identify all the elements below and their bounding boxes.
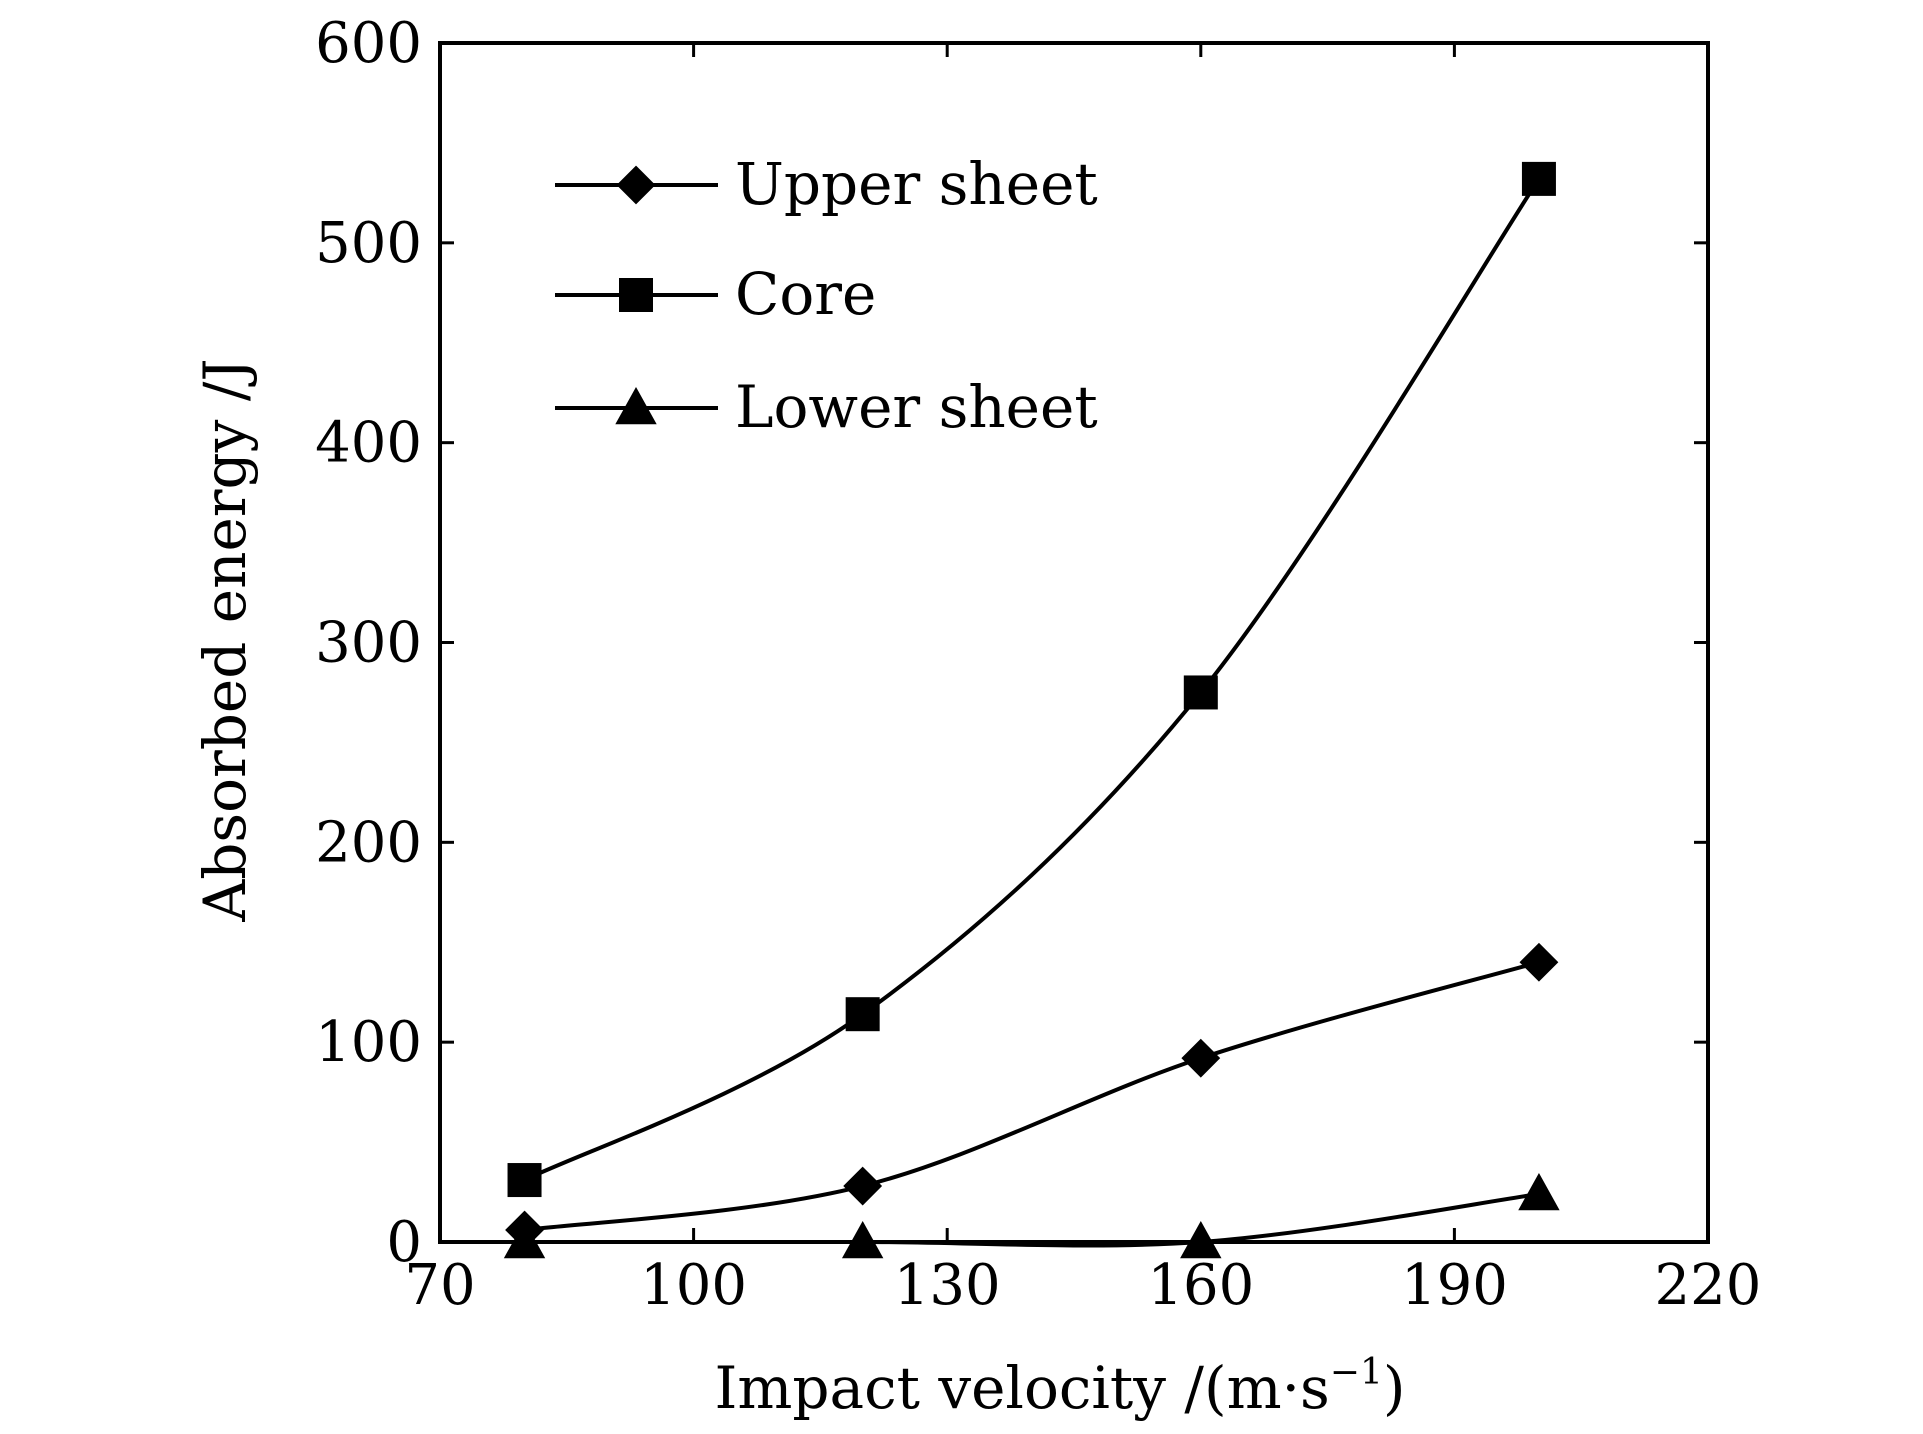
data-point-square — [845, 997, 880, 1032]
series-line — [524, 960, 1540, 1232]
x-axis-title-main: Impact velocity /(m·s — [714, 1354, 1329, 1422]
legend: Upper sheet Core Lower sheet — [555, 150, 1098, 441]
x-tick-label: 130 — [894, 1253, 1001, 1318]
legend-marker-square — [619, 278, 653, 312]
y-tick-label: 100 — [315, 1010, 422, 1075]
y-axis-title: Absorbed energy /J — [191, 358, 259, 922]
legend-label: Upper sheet — [735, 150, 1098, 218]
data-point-diamond — [1181, 1038, 1221, 1078]
data-point-square — [1183, 675, 1218, 710]
series-line — [524, 1192, 1540, 1248]
legend-marker-triangle — [615, 386, 657, 425]
legend-entry: Upper sheet — [555, 150, 1098, 218]
x-axis-title-superscript: −1 — [1330, 1352, 1383, 1393]
series-line — [523, 177, 1541, 1182]
data-point-square — [507, 1163, 542, 1198]
y-tick-label: 0 — [386, 1210, 422, 1275]
series-diamond — [505, 942, 1559, 1250]
x-tick-label: 100 — [640, 1253, 747, 1318]
y-tick-label: 600 — [315, 11, 422, 76]
x-tick-label: 160 — [1147, 1253, 1254, 1318]
data-point-diamond — [1519, 942, 1559, 982]
y-tick-label: 400 — [315, 411, 422, 476]
legend-label: Lower sheet — [735, 373, 1098, 441]
series-layer — [503, 161, 1560, 1259]
y-tick-label: 500 — [315, 211, 422, 276]
data-point-diamond — [843, 1166, 883, 1206]
x-tick-label: 190 — [1401, 1253, 1508, 1318]
x-axis-title-suffix: ) — [1383, 1354, 1406, 1422]
legend-entry: Lower sheet — [555, 373, 1098, 441]
y-tick-label: 200 — [315, 810, 422, 875]
x-tick-label: 70 — [404, 1253, 475, 1318]
data-point-square — [1521, 161, 1556, 196]
axis-layer: 70 100 130 160 190 220 0 100 200 300 400 500 600 — [315, 11, 1761, 1318]
x-tick-label: 220 — [1655, 1253, 1762, 1318]
x-axis-title: Impact velocity /(m·s−1) — [714, 1352, 1405, 1422]
legend-label: Core — [735, 260, 876, 328]
legend-marker-diamond — [616, 165, 656, 205]
plot-frame — [438, 41, 1710, 1244]
series-square — [507, 161, 1556, 1198]
data-point-triangle — [1518, 1172, 1560, 1211]
series-triangle — [503, 1172, 1560, 1259]
legend-entry: Core — [555, 260, 876, 328]
y-tick-label: 300 — [315, 611, 422, 676]
